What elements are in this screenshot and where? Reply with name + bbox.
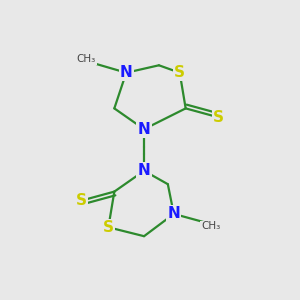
Text: S: S xyxy=(76,193,87,208)
Text: S: S xyxy=(213,110,224,125)
Text: N: N xyxy=(167,206,180,221)
Text: S: S xyxy=(103,220,114,235)
Text: N: N xyxy=(138,163,150,178)
Text: N: N xyxy=(138,122,150,137)
Text: CH₃: CH₃ xyxy=(76,54,96,64)
Text: S: S xyxy=(174,65,185,80)
Text: CH₃: CH₃ xyxy=(201,221,220,231)
Text: N: N xyxy=(120,65,133,80)
